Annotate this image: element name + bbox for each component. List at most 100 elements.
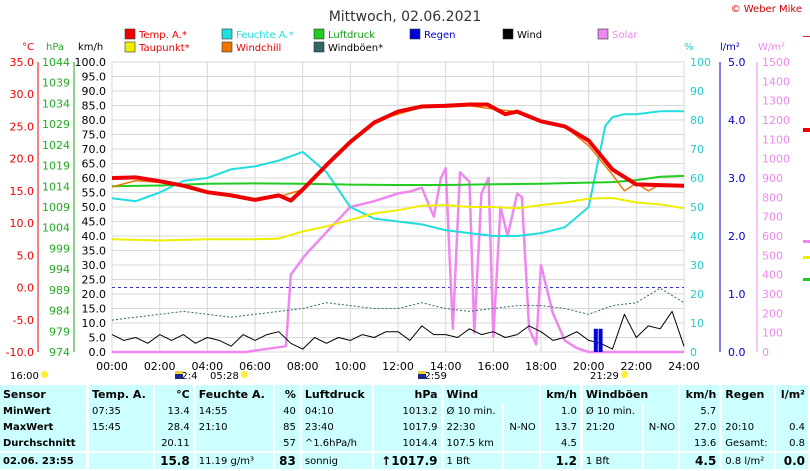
x-axis: 00:00 02:00 04:00 06:00 08:00 10:00 12:00 14:00… (96, 360, 700, 371)
cell: 1.0 (539, 403, 583, 419)
wind-tick-label: 5.0 (89, 332, 107, 345)
pressure-tick-label: 1039 (42, 77, 70, 90)
wind-tick-label: 55.0 (82, 187, 107, 200)
pressure-tick-label: 999 (49, 242, 70, 255)
legend-label: Windchill (236, 43, 281, 54)
cell: 107.5 km (442, 435, 505, 452)
header-pressure: Luftdruck (300, 385, 375, 403)
temp-tick-label: 35.0 (10, 56, 35, 69)
cell: N-NO (642, 419, 681, 435)
cell: 20.11 (153, 435, 196, 452)
cell: Ø 10 min. (442, 403, 505, 419)
temp-tick-label: 20.0 (10, 153, 35, 166)
moonrise-mark: 02:4 (175, 371, 198, 382)
pressure-tick-label: 989 (49, 284, 70, 297)
series-solar-line (112, 167, 684, 354)
weather-chart: Mittwoch, 02.06.2021 Temp. A.* Feuchte A.… (6, 9, 810, 371)
chart-grid (111, 61, 685, 353)
cell: 13.4 (153, 403, 196, 419)
series-gust-line (111, 287, 685, 321)
cell: 20:10 (720, 419, 776, 435)
temp-tick-label: -5.0 (13, 314, 34, 327)
legend-swatch (502, 28, 514, 40)
legend-swatch (313, 41, 325, 53)
current-gust: 4.5 (679, 451, 723, 469)
x-tick-label: 18:00 (525, 360, 557, 371)
legend-swatch (124, 41, 136, 53)
current-wind: 1.2 (539, 451, 583, 469)
cell: 23:40 (300, 419, 375, 435)
cell: 15:45 (87, 419, 155, 435)
pressure-tick-label: 1014 (42, 180, 70, 193)
cell: 04:10 (300, 403, 375, 419)
temp-tick-label: 0.0 (17, 282, 35, 295)
wind-tick-label: 75.0 (82, 129, 107, 142)
humidity-tick-label: 60 (690, 172, 704, 185)
wind-tick-label: 10.0 (82, 317, 107, 330)
temp-unit-label: °C (22, 42, 34, 53)
cell: 1014.4 (373, 435, 444, 452)
chart-start-time: 16:00 (10, 371, 48, 382)
cell: 40 (273, 403, 302, 419)
wind-unit-label: km/h (78, 42, 103, 53)
legend-label: Solar (612, 30, 638, 41)
wind-tick-label: 20.0 (82, 288, 107, 301)
cell (194, 435, 275, 452)
rain-tick-label: 0.0 (728, 346, 746, 359)
current-humidity: 83 (273, 451, 302, 469)
x-tick-label: 08:00 (287, 360, 319, 371)
legend-label: Luftdruck (328, 30, 375, 41)
table-row: MaxWert 15:45 28.4 21:10 85 23:40 1017.9… (0, 419, 810, 435)
copyright-label: © Weber Mike (730, 4, 802, 15)
series-wind-line (111, 310, 685, 350)
row-label-min: MinWert (0, 403, 89, 419)
solar-tick-label: 500 (762, 249, 783, 262)
row-label-avg: Durchschnitt (0, 435, 89, 452)
current-values-row: 02.06. 23:55 15.8 11.19 g/m³ 83 sonnig ↑… (0, 451, 810, 469)
pressure-tick-label: 1029 (42, 118, 70, 131)
header-temp-unit: °C (153, 385, 196, 403)
sunrise-mark: 05:28 (210, 371, 248, 382)
pressure-tick-label: 974 (49, 346, 70, 359)
solar-tick-label: 1000 (762, 153, 790, 166)
sun-moon-row: 16:00 02:4 05:28 12:59 21:29 (0, 371, 810, 383)
cell: Gesamt: (720, 435, 776, 452)
cell: 57 (273, 435, 302, 452)
pressure-tick-label: 1019 (42, 160, 70, 173)
temp-tick-label: -10.0 (6, 346, 34, 359)
stats-table: Sensor Temp. A. °C Feuchte A. % Luftdruc… (0, 385, 810, 469)
x-tick-label: 10:00 (334, 360, 366, 371)
header-temp: Temp. A. (87, 385, 155, 403)
legend-swatch (221, 41, 233, 53)
cell: ^1.6hPa/h (300, 435, 375, 452)
table-row: MinWert 07:35 13.4 14:55 40 04:10 1013.2… (0, 403, 810, 419)
wind-tick-label: 35.0 (82, 245, 107, 258)
humidity-tick-label: 0 (690, 346, 697, 359)
sunset-mark: 21:29 (590, 371, 628, 382)
solar-tick-label: 1400 (762, 75, 790, 88)
solar-tick-label: 100 (762, 327, 783, 340)
cell: 4.5 (539, 435, 583, 452)
cell: 21:20 (581, 419, 644, 435)
header-wind: Wind (442, 385, 541, 403)
solar-tick-label: 900 (762, 172, 783, 185)
header-sensor: Sensor (0, 385, 89, 403)
cell (87, 435, 155, 452)
rain-unit-label: l/m² (720, 42, 740, 53)
rain-bar (598, 328, 603, 352)
cell (774, 403, 810, 419)
pressure-tick-label: 1024 (42, 139, 70, 152)
row-label-max: MaxWert (0, 419, 89, 435)
rain-tick-label: 3.0 (728, 172, 746, 185)
cell: 28.4 (153, 419, 196, 435)
cell: 1017.9 (373, 419, 444, 435)
chart-legend: Temp. A.* Feuchte A.* Luftdruck Regen Wind So… (124, 28, 638, 54)
series-humidity-line (111, 110, 684, 237)
pressure-tick-label: 984 (49, 305, 70, 318)
table-row: Durchschnitt 20.11 57 ^1.6hPa/h 1014.4 1… (0, 435, 810, 452)
cell (87, 451, 155, 469)
cell: 0.8 (774, 435, 810, 452)
solar-tick-label: 800 (762, 191, 783, 204)
x-tick-label: 12:00 (382, 360, 414, 371)
cell: Ø 10 min. (581, 403, 644, 419)
